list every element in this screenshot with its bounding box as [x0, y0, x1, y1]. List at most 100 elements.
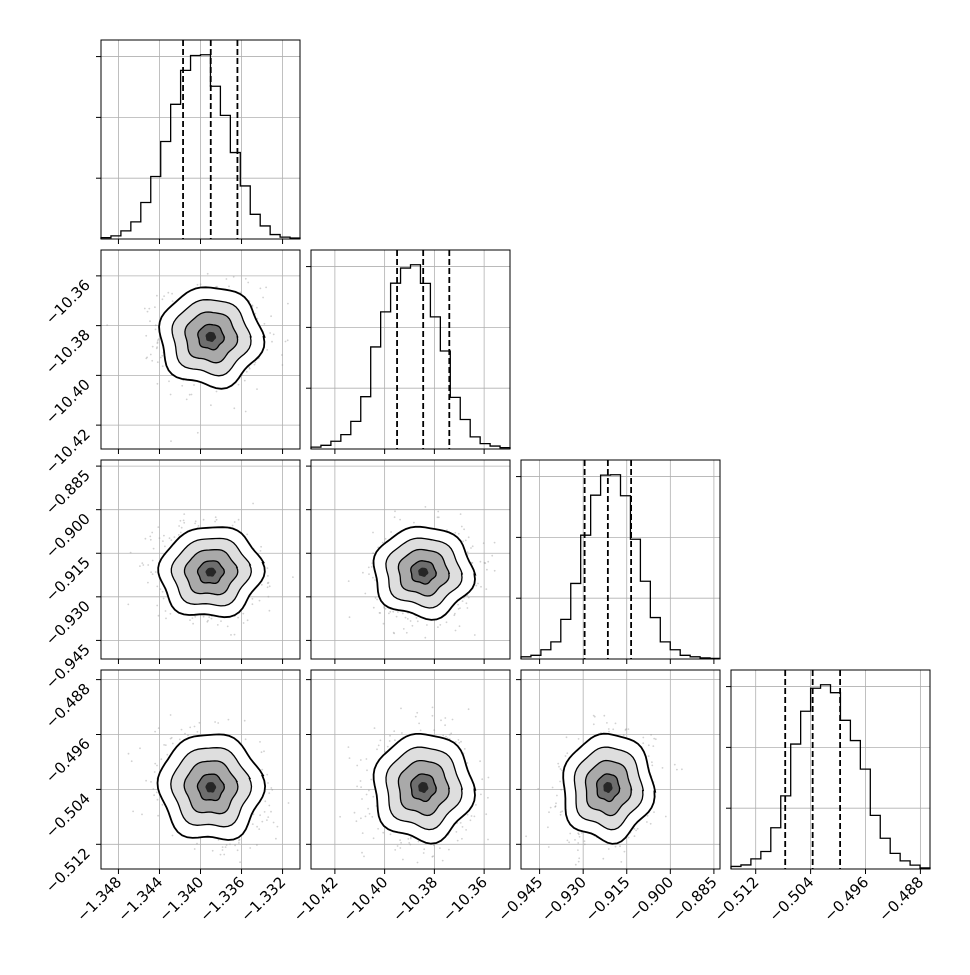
scatter-point: [485, 813, 488, 816]
scatter-point: [473, 815, 476, 818]
scatter-point: [487, 560, 490, 563]
scatter-point: [183, 513, 186, 515]
scatter-point: [155, 347, 158, 350]
x-tick-label: −10.42: [290, 873, 342, 925]
x-tick-label: −0.945: [494, 873, 546, 925]
x-tick-label: −0.504: [765, 873, 817, 925]
scatter-point: [266, 773, 269, 776]
scatter-point: [673, 763, 676, 766]
scatter-point: [244, 410, 247, 413]
scatter-point: [442, 734, 445, 737]
scatter-point: [393, 516, 396, 519]
scatter-point: [154, 762, 157, 765]
scatter-point: [168, 380, 170, 383]
scatter-point: [171, 742, 174, 745]
scatter-point: [475, 584, 478, 587]
scatter-point: [409, 620, 412, 622]
scatter-point: [463, 528, 465, 531]
scatter-point: [164, 610, 167, 612]
scatter-point: [151, 559, 154, 562]
scatter-point: [188, 393, 191, 396]
scatter-point: [448, 848, 450, 851]
scatter-point: [625, 728, 627, 730]
scatter-point: [251, 823, 254, 825]
scatter-point: [436, 516, 439, 519]
scatter-point: [156, 341, 159, 343]
scatter-point: [458, 742, 461, 744]
scatter-point: [405, 631, 408, 634]
scatter-point: [359, 759, 362, 761]
scatter-point: [433, 729, 436, 731]
scatter-point: [627, 836, 630, 839]
scatter-point: [374, 579, 376, 581]
scatter-point: [347, 746, 350, 748]
panel-frame: [310, 249, 511, 450]
scatter-point: [156, 585, 159, 588]
histogram-step-line: [730, 684, 931, 869]
scatter-point: [266, 349, 269, 351]
scatter-point: [417, 840, 420, 843]
scatter-point: [462, 540, 464, 543]
scatter-point: [537, 788, 540, 790]
scatter-point: [303, 754, 305, 756]
scatter-point: [182, 519, 185, 522]
y-tick-label: −10.42: [42, 425, 94, 477]
contour-line-1: [562, 732, 657, 845]
scatter-point: [225, 278, 228, 280]
scatter-point: [355, 820, 358, 823]
scatter-point: [623, 850, 626, 853]
scatter-point: [646, 814, 649, 817]
scatter-point: [221, 849, 224, 851]
scatter-point: [132, 810, 135, 813]
scatter-point: [401, 732, 403, 734]
scatter-point: [237, 383, 240, 386]
scatter-point: [266, 586, 269, 589]
scatter-point: [353, 811, 356, 814]
scatter-point: [157, 814, 160, 817]
scatter-point: [272, 333, 275, 336]
scatter-point: [347, 580, 350, 582]
scatter-point: [167, 291, 170, 294]
scatter-point: [466, 607, 469, 609]
scatter-point: [652, 745, 655, 747]
contour-line-1: [157, 526, 266, 619]
scatter-point: [361, 832, 364, 834]
scatter-point: [251, 304, 254, 307]
scatter-point: [202, 518, 205, 521]
scatter-point: [424, 636, 427, 639]
scatter-panel-r4-c1: [100, 669, 305, 870]
panel-content: [521, 670, 720, 869]
scatter-point: [144, 537, 147, 540]
scatter-point: [251, 305, 254, 308]
scatter-point: [485, 588, 488, 590]
scatter-point: [141, 813, 143, 816]
scatter-point: [148, 307, 151, 310]
scatter-point: [244, 738, 247, 741]
scatter-panel-r3-c2: [310, 459, 511, 660]
scatter-point: [487, 796, 489, 799]
panel-background: [731, 670, 930, 869]
scatter-point: [439, 847, 441, 849]
scatter-point: [467, 708, 470, 711]
scatter-point: [362, 571, 364, 574]
scatter-point: [287, 302, 289, 305]
contour-line-1: [156, 733, 267, 841]
scatter-point: [467, 596, 470, 599]
scatter-point: [455, 831, 458, 833]
scatter-point: [583, 843, 586, 846]
scatter-point: [154, 324, 157, 327]
scatter-point: [156, 604, 159, 607]
scatter-point: [384, 607, 387, 610]
scatter-point: [158, 537, 161, 539]
scatter-point: [187, 734, 189, 737]
scatter-point: [394, 739, 396, 742]
scatter-point: [170, 539, 173, 541]
scatter-point: [155, 791, 158, 794]
scatter-point: [238, 842, 240, 844]
y-tick-label: −10.36: [42, 276, 94, 328]
scatter-point: [402, 628, 405, 630]
scatter-point: [225, 844, 228, 846]
scatter-point: [157, 339, 159, 341]
